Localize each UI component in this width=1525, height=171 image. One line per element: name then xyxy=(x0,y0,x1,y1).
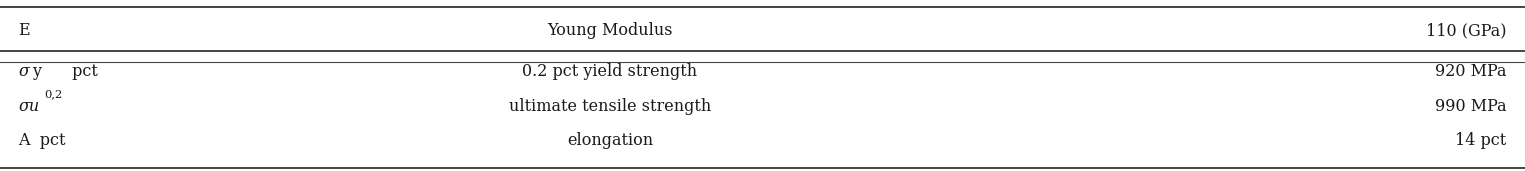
Text: A  pct: A pct xyxy=(18,132,66,149)
Text: 920 MPa: 920 MPa xyxy=(1435,63,1507,80)
Text: σ: σ xyxy=(18,63,29,80)
Text: 0.2 pct yield strength: 0.2 pct yield strength xyxy=(523,63,697,80)
Text: y: y xyxy=(32,63,41,80)
Text: 14 pct: 14 pct xyxy=(1455,132,1507,149)
Text: 990 MPa: 990 MPa xyxy=(1435,97,1507,115)
Text: Young Modulus: Young Modulus xyxy=(547,22,673,39)
Text: 0,2: 0,2 xyxy=(44,89,63,99)
Text: pct: pct xyxy=(67,63,99,80)
Text: σu: σu xyxy=(18,97,40,115)
Text: elongation: elongation xyxy=(567,132,653,149)
Text: 110 (GPa): 110 (GPa) xyxy=(1426,22,1507,39)
Text: ultimate tensile strength: ultimate tensile strength xyxy=(509,97,711,115)
Text: E: E xyxy=(18,22,30,39)
